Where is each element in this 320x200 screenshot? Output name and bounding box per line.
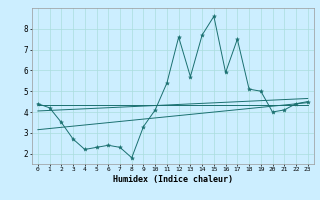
X-axis label: Humidex (Indice chaleur): Humidex (Indice chaleur) — [113, 175, 233, 184]
